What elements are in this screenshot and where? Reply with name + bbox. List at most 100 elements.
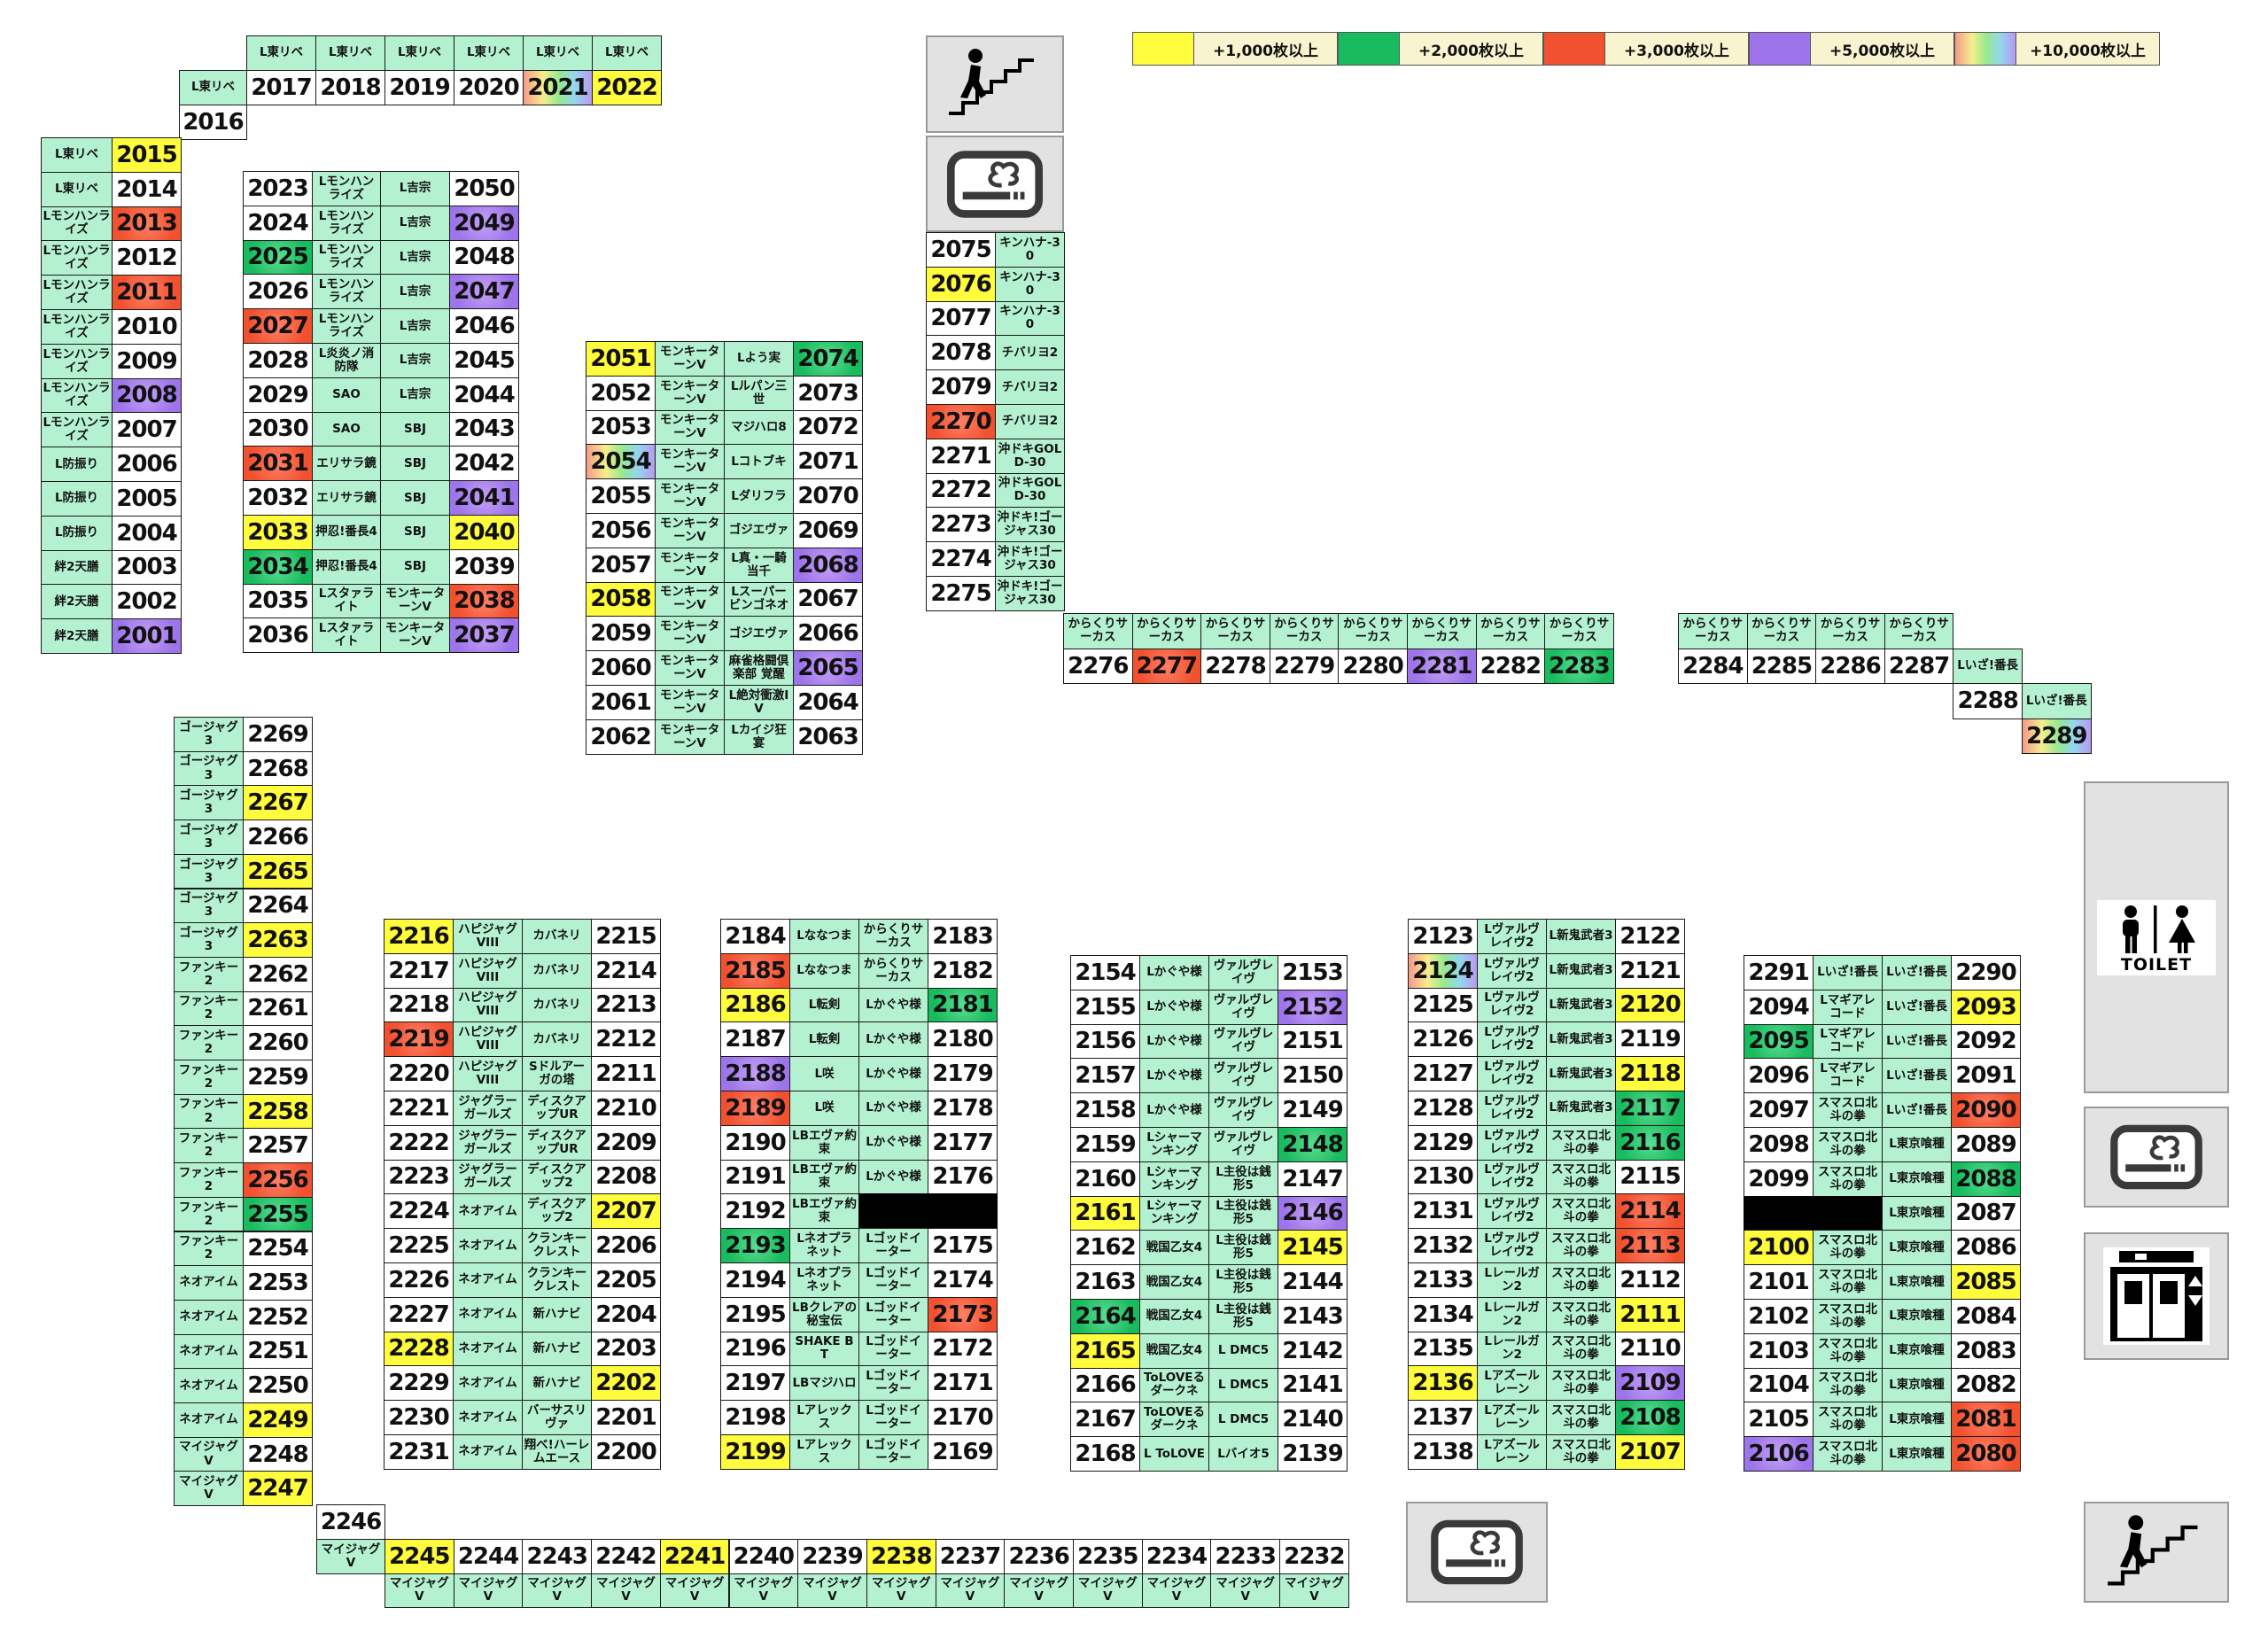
game-title-cell: モンキーターンV <box>380 583 450 619</box>
machine-number-2146: 2146 <box>1278 1195 1348 1231</box>
game-title-cell: 沖ドキ!ゴージャス30 <box>995 576 1065 611</box>
game-title-cell: L東リベ <box>41 137 113 173</box>
machine-number-2285: 2285 <box>1746 648 1817 684</box>
game-title-cell: スマスロ北斗の拳 <box>1813 1332 1883 1369</box>
machine-number-2091: 2091 <box>1951 1058 2021 1094</box>
game-title-cell: からくりサーカス <box>1269 613 1340 649</box>
game-title-cell: L新鬼武者3 <box>1546 1091 1616 1126</box>
game-title-cell: Lアレックス <box>789 1400 859 1435</box>
game-title-cell: Lアズールレーン <box>1477 1400 1547 1435</box>
machine-number-2169: 2169 <box>928 1434 998 1470</box>
machine-number-2202: 2202 <box>591 1365 661 1402</box>
machine-number-2013: 2013 <box>112 206 182 242</box>
game-title-cell: Lいざ!番長 <box>1882 1092 1952 1128</box>
blackout-cell <box>1744 1195 1883 1231</box>
machine-number-2179: 2179 <box>928 1056 998 1091</box>
game-title-cell: からくりサーカス <box>1063 613 1133 649</box>
machine-number-2113: 2113 <box>1615 1228 1685 1263</box>
machine-number-2172: 2172 <box>928 1331 998 1367</box>
game-title-cell: Lシャーマンキング <box>1139 1195 1209 1231</box>
game-title-cell: 押忍!番長4 <box>312 515 381 550</box>
game-title-cell: L新鬼武者3 <box>1546 987 1616 1023</box>
game-title-cell: ネオアイム <box>174 1368 244 1403</box>
machine-number-2089: 2089 <box>1951 1127 2021 1162</box>
machine-number-2019: 2019 <box>384 70 454 105</box>
machine-number-2228: 2228 <box>384 1331 454 1367</box>
machine-number-2191: 2191 <box>720 1159 790 1195</box>
machine-number-2153: 2153 <box>1278 955 1348 990</box>
machine-number-2270: 2270 <box>926 404 996 439</box>
game-title-cell: マイジャグV <box>1210 1573 1281 1609</box>
machine-number-2148: 2148 <box>1278 1127 1348 1162</box>
game-title-cell: ネオアイム <box>174 1333 244 1370</box>
machine-number-2264: 2264 <box>243 888 313 924</box>
machine-number-2165: 2165 <box>1070 1332 1140 1369</box>
machine-number-2144: 2144 <box>1278 1264 1348 1300</box>
game-title-cell: マイジャグV <box>797 1573 867 1609</box>
machine-number-2109: 2109 <box>1615 1365 1685 1402</box>
machine-number-2252: 2252 <box>243 1299 313 1335</box>
machine-number-2159: 2159 <box>1070 1127 1140 1162</box>
machine-number-2130: 2130 <box>1408 1159 1478 1195</box>
machine-number-2272: 2272 <box>926 472 996 509</box>
game-title-cell: L東京喰種 <box>1882 1299 1952 1334</box>
smoking-area-icon <box>926 136 1064 232</box>
machine-number-2185: 2185 <box>720 952 790 989</box>
game-title-cell: ハピジャグVIII <box>453 987 523 1023</box>
game-title-cell: Lモンハンライズ <box>41 275 113 310</box>
machine-number-2160: 2160 <box>1070 1161 1140 1197</box>
machine-number-2230: 2230 <box>384 1400 454 1435</box>
machine-number-2121: 2121 <box>1615 952 1685 989</box>
game-title-cell: Lマギアレコード <box>1813 1058 1883 1094</box>
game-title-cell: L東京喰種 <box>1882 1161 1952 1197</box>
game-title-cell: L吉宗 <box>380 171 450 206</box>
machine-number-2211: 2211 <box>591 1056 661 1091</box>
game-title-cell: カバネリ <box>522 1021 592 1058</box>
game-title-cell: スマスロ北斗の拳 <box>1546 1262 1616 1298</box>
machine-number-2156: 2156 <box>1070 1023 1140 1060</box>
game-title-cell: Lいざ!番長 <box>1813 955 1883 990</box>
game-title-cell: Lいざ!番長 <box>2022 683 2092 719</box>
machine-number-2077: 2077 <box>926 300 996 337</box>
game-title-cell: Lレールガン2 <box>1477 1296 1547 1332</box>
game-title-cell: スマスロ北斗の拳 <box>1813 1264 1883 1300</box>
machine-number-2203: 2203 <box>591 1331 661 1367</box>
game-title-cell: Lモンハンライズ <box>41 309 113 345</box>
machine-number-2081: 2081 <box>1951 1402 2021 1438</box>
machine-number-2100: 2100 <box>1744 1230 1814 1266</box>
game-title-cell: からくりサーカス <box>1746 613 1817 649</box>
machine-number-2026: 2026 <box>243 274 313 310</box>
game-title-cell: ファンキー2 <box>174 1196 244 1232</box>
game-title-cell: スマスロ北斗の拳 <box>1813 1127 1883 1162</box>
game-title-cell: キンハナ-30 <box>995 232 1065 268</box>
game-title-cell: エリサラ鏡 <box>312 446 381 482</box>
machine-number-2229: 2229 <box>384 1365 454 1402</box>
game-title-cell: Lかぐや様 <box>1139 1092 1209 1128</box>
game-title-cell: Lかぐや様 <box>1139 989 1209 1025</box>
game-title-cell: マイジャグV <box>384 1573 454 1609</box>
game-title-cell: Lアズールレーン <box>1477 1434 1547 1470</box>
game-title-cell: Lいざ!番長 <box>1882 955 1952 990</box>
game-title-cell: Lレールガン2 <box>1477 1331 1547 1367</box>
machine-number-2029: 2029 <box>243 377 313 413</box>
game-title-cell: からくりサーカス <box>858 952 928 989</box>
game-title-cell: スマスロ北斗の拳 <box>1813 1367 1883 1403</box>
game-title-cell: Lバイオ5 <box>1208 1436 1278 1472</box>
machine-number-2204: 2204 <box>591 1296 661 1332</box>
game-title-cell: L東リベ <box>384 35 454 71</box>
game-title-cell: 沖ドキ!ゴージャス30 <box>995 541 1065 577</box>
game-title-cell: L新鬼武者3 <box>1546 1056 1616 1091</box>
machine-number-2275: 2275 <box>926 576 996 611</box>
game-title-cell: スマスロ北斗の拳 <box>1813 1230 1883 1266</box>
machine-number-2288: 2288 <box>1953 683 2023 719</box>
machine-number-2044: 2044 <box>449 377 519 413</box>
machine-number-2095: 2095 <box>1744 1023 1814 1060</box>
machine-number-2244: 2244 <box>453 1538 524 1574</box>
game-title-cell: スマスロ北斗の拳 <box>1546 1193 1616 1230</box>
machine-number-2088: 2088 <box>1951 1161 2021 1197</box>
game-title-cell: L吉宗 <box>380 239 450 276</box>
game-title-cell: L吉宗 <box>380 274 450 310</box>
toilet-icon: TOILET <box>2084 781 2229 1093</box>
game-title-cell: ヴァルヴレイヴ <box>1208 1023 1278 1060</box>
machine-number-2187: 2187 <box>720 1021 790 1058</box>
